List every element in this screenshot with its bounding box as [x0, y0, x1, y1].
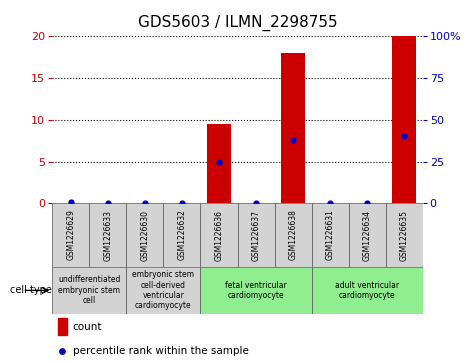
Text: GDS5603 / ILMN_2298755: GDS5603 / ILMN_2298755 — [138, 15, 337, 31]
Text: GSM1226631: GSM1226631 — [326, 209, 334, 261]
Point — [363, 200, 371, 206]
Point — [141, 200, 149, 206]
Text: GSM1226638: GSM1226638 — [289, 209, 297, 261]
Point — [400, 134, 408, 139]
Text: GSM1226630: GSM1226630 — [141, 209, 149, 261]
Point — [67, 199, 75, 204]
Text: GSM1226629: GSM1226629 — [66, 209, 75, 261]
FancyBboxPatch shape — [126, 203, 163, 267]
FancyBboxPatch shape — [163, 203, 200, 267]
Point — [326, 200, 334, 206]
FancyBboxPatch shape — [52, 203, 89, 267]
Text: undifferentiated
embryonic stem
cell: undifferentiated embryonic stem cell — [58, 276, 121, 305]
Text: cell type: cell type — [10, 285, 52, 295]
Point — [58, 348, 66, 354]
Text: adult ventricular
cardiomyocyte: adult ventricular cardiomyocyte — [335, 281, 399, 300]
Text: count: count — [73, 322, 102, 332]
FancyBboxPatch shape — [312, 267, 423, 314]
FancyBboxPatch shape — [89, 203, 126, 267]
FancyBboxPatch shape — [275, 203, 312, 267]
FancyBboxPatch shape — [312, 203, 349, 267]
Text: GSM1226635: GSM1226635 — [400, 209, 408, 261]
Text: GSM1226632: GSM1226632 — [178, 209, 186, 261]
Text: GSM1226633: GSM1226633 — [104, 209, 112, 261]
FancyBboxPatch shape — [200, 267, 312, 314]
Point — [215, 159, 223, 164]
Point — [289, 137, 297, 143]
Bar — [281, 53, 305, 203]
Point — [178, 200, 186, 206]
FancyBboxPatch shape — [126, 267, 200, 314]
FancyBboxPatch shape — [349, 203, 386, 267]
Text: embryonic stem
cell-derived
ventricular
cardiomyocyte: embryonic stem cell-derived ventricular … — [133, 270, 194, 310]
Text: fetal ventricular
cardiomyocyte: fetal ventricular cardiomyocyte — [225, 281, 287, 300]
Point — [252, 200, 260, 206]
Text: GSM1226636: GSM1226636 — [215, 209, 223, 261]
Bar — [58, 318, 67, 335]
FancyBboxPatch shape — [386, 203, 423, 267]
Bar — [392, 36, 416, 203]
Point — [104, 200, 112, 206]
FancyBboxPatch shape — [238, 203, 275, 267]
Text: percentile rank within the sample: percentile rank within the sample — [73, 346, 248, 356]
Text: GSM1226634: GSM1226634 — [363, 209, 371, 261]
Text: GSM1226637: GSM1226637 — [252, 209, 260, 261]
FancyBboxPatch shape — [52, 267, 126, 314]
Bar — [207, 124, 231, 203]
FancyBboxPatch shape — [200, 203, 238, 267]
